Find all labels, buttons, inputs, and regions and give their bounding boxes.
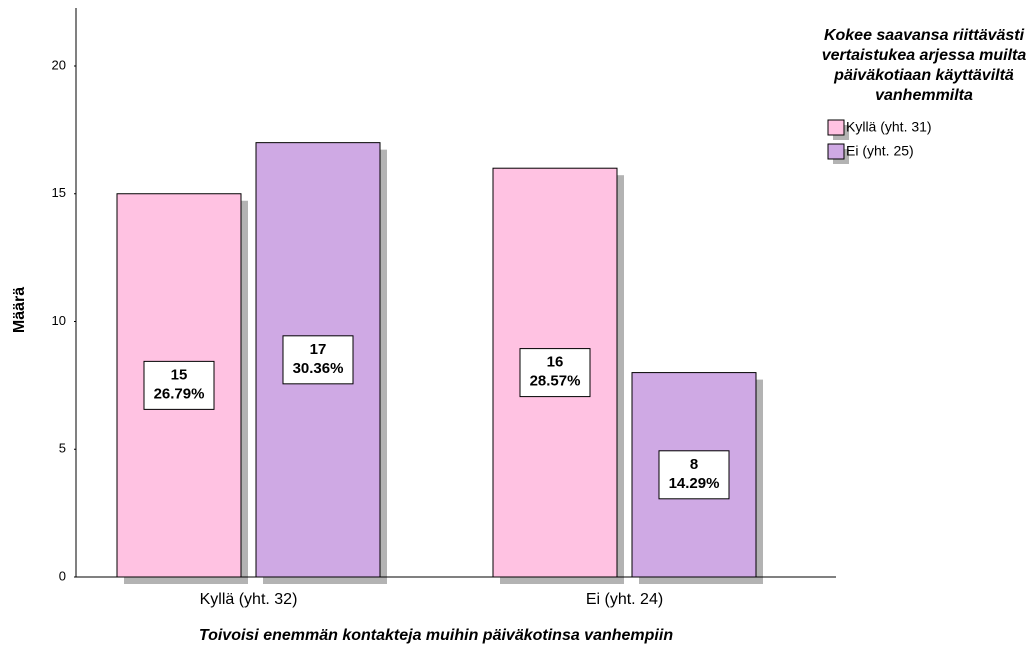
legend-title: vanhemmilta	[875, 87, 973, 104]
y-axis-title: Määrä	[11, 287, 28, 333]
y-tick-label: 15	[52, 185, 66, 200]
percent-label: 30.36%	[293, 360, 344, 377]
y-tick-label: 20	[52, 57, 66, 72]
value-label: 15	[171, 366, 188, 383]
legend-label: Ei (yht. 25)	[846, 143, 914, 159]
legend-swatch	[827, 143, 845, 160]
value-label-box	[519, 348, 591, 398]
value-label-box	[282, 335, 354, 385]
y-tick-label: 10	[52, 313, 66, 328]
y-tick-label: 0	[59, 568, 66, 583]
value-label: 17	[310, 341, 327, 358]
percent-label: 14.29%	[669, 475, 720, 492]
value-label: 16	[547, 354, 564, 371]
legend-swatch	[827, 119, 845, 136]
y-tick-label: 5	[59, 441, 66, 456]
value-label-box	[143, 360, 215, 410]
legend-title: Kokee saavansa riittävästi	[824, 27, 1025, 44]
value-label-box	[658, 450, 730, 500]
legend-title: päiväkotiaan käyttäviltä	[833, 67, 1014, 84]
x-tick-label: Ei (yht. 24)	[586, 591, 663, 608]
percent-label: 28.57%	[530, 373, 581, 390]
legend-title: vertaistukea arjessa muilta	[822, 47, 1027, 64]
legend-label: Kyllä (yht. 31)	[846, 119, 932, 135]
percent-label: 26.79%	[154, 385, 205, 402]
x-tick-label: Kyllä (yht. 32)	[200, 591, 298, 608]
x-axis-title: Toivoisi enemmän kontakteja muihin päivä…	[199, 627, 673, 644]
value-label: 8	[690, 456, 698, 473]
